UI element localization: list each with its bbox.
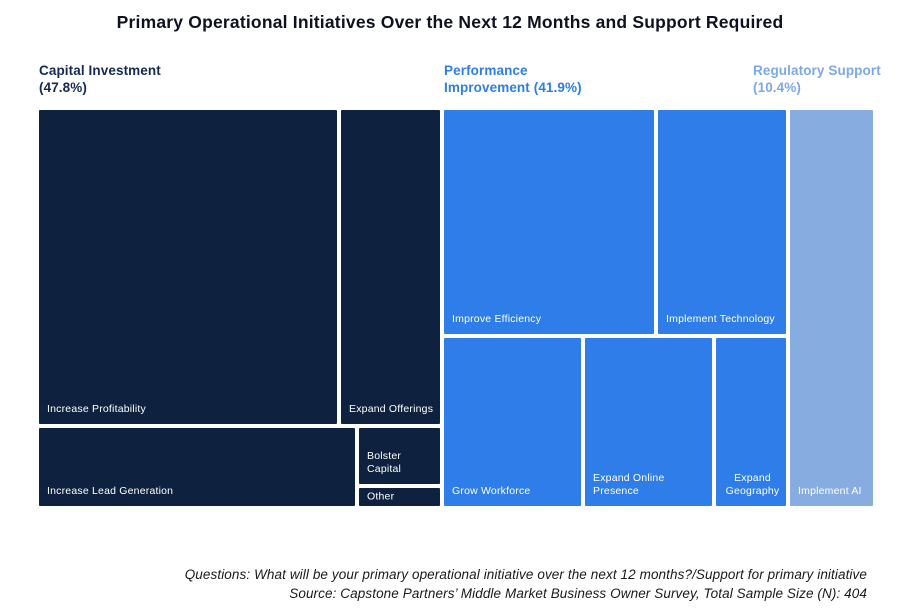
footnote-questions: Questions: What will be your primary ope… xyxy=(184,567,867,582)
chart-title: Primary Operational Initiatives Over the… xyxy=(116,12,784,32)
treemap-block-increase-profitability: Increase Profitability xyxy=(39,110,337,424)
treemap-block-label: Increase Lead Generation xyxy=(47,485,174,497)
treemap-block-implement-ai: Implement AI xyxy=(790,110,873,506)
treemap-block-expand-offerings: Expand Offerings xyxy=(341,110,440,424)
chart-footnotes: Questions: What will be your primary ope… xyxy=(40,565,867,603)
treemap-block-label: Expand Geography xyxy=(725,472,780,497)
treemap-block-improve-efficiency: Improve Efficiency xyxy=(444,110,654,334)
treemap-block-grow-workforce: Grow Workforce xyxy=(444,338,581,506)
treemap-block-bolster-capital: Bolster Capital xyxy=(359,428,440,484)
group-header-performance-improvement: Performance Improvement (41.9%) xyxy=(444,63,582,95)
group-headers: Capital Investment (47.8%) Performance Im… xyxy=(39,62,900,106)
treemap-block-label: Grow Workforce xyxy=(452,485,531,497)
treemap-block-label: Expand Online Presence xyxy=(593,472,665,497)
group-header-capital-investment: Capital Investment (47.8%) xyxy=(39,63,161,95)
footnote-source: Source: Capstone Partners’ Middle Market… xyxy=(289,586,867,601)
treemap-block-label: Improve Efficiency xyxy=(452,313,542,325)
treemap-block-increase-lead-generation: Increase Lead Generation xyxy=(39,428,355,506)
treemap-block-label: Other xyxy=(367,490,395,503)
treemap: Increase Profitability Expand Offerings In… xyxy=(39,110,873,506)
treemap-block-label: Implement Technology xyxy=(666,313,775,325)
treemap-block-other: Other xyxy=(359,488,440,506)
treemap-block-label: Bolster Capital xyxy=(367,450,402,475)
treemap-block-expand-geography: Expand Geography xyxy=(716,338,786,506)
group-header-regulatory-support: Regulatory Support (10.4%) xyxy=(753,63,881,95)
treemap-block-label: Expand Offerings xyxy=(349,403,434,415)
treemap-block-label: Increase Profitability xyxy=(47,403,146,415)
treemap-block-label: Implement AI xyxy=(798,485,862,497)
treemap-block-implement-technology: Implement Technology xyxy=(658,110,786,334)
treemap-block-expand-online-presence: Expand Online Presence xyxy=(585,338,712,506)
